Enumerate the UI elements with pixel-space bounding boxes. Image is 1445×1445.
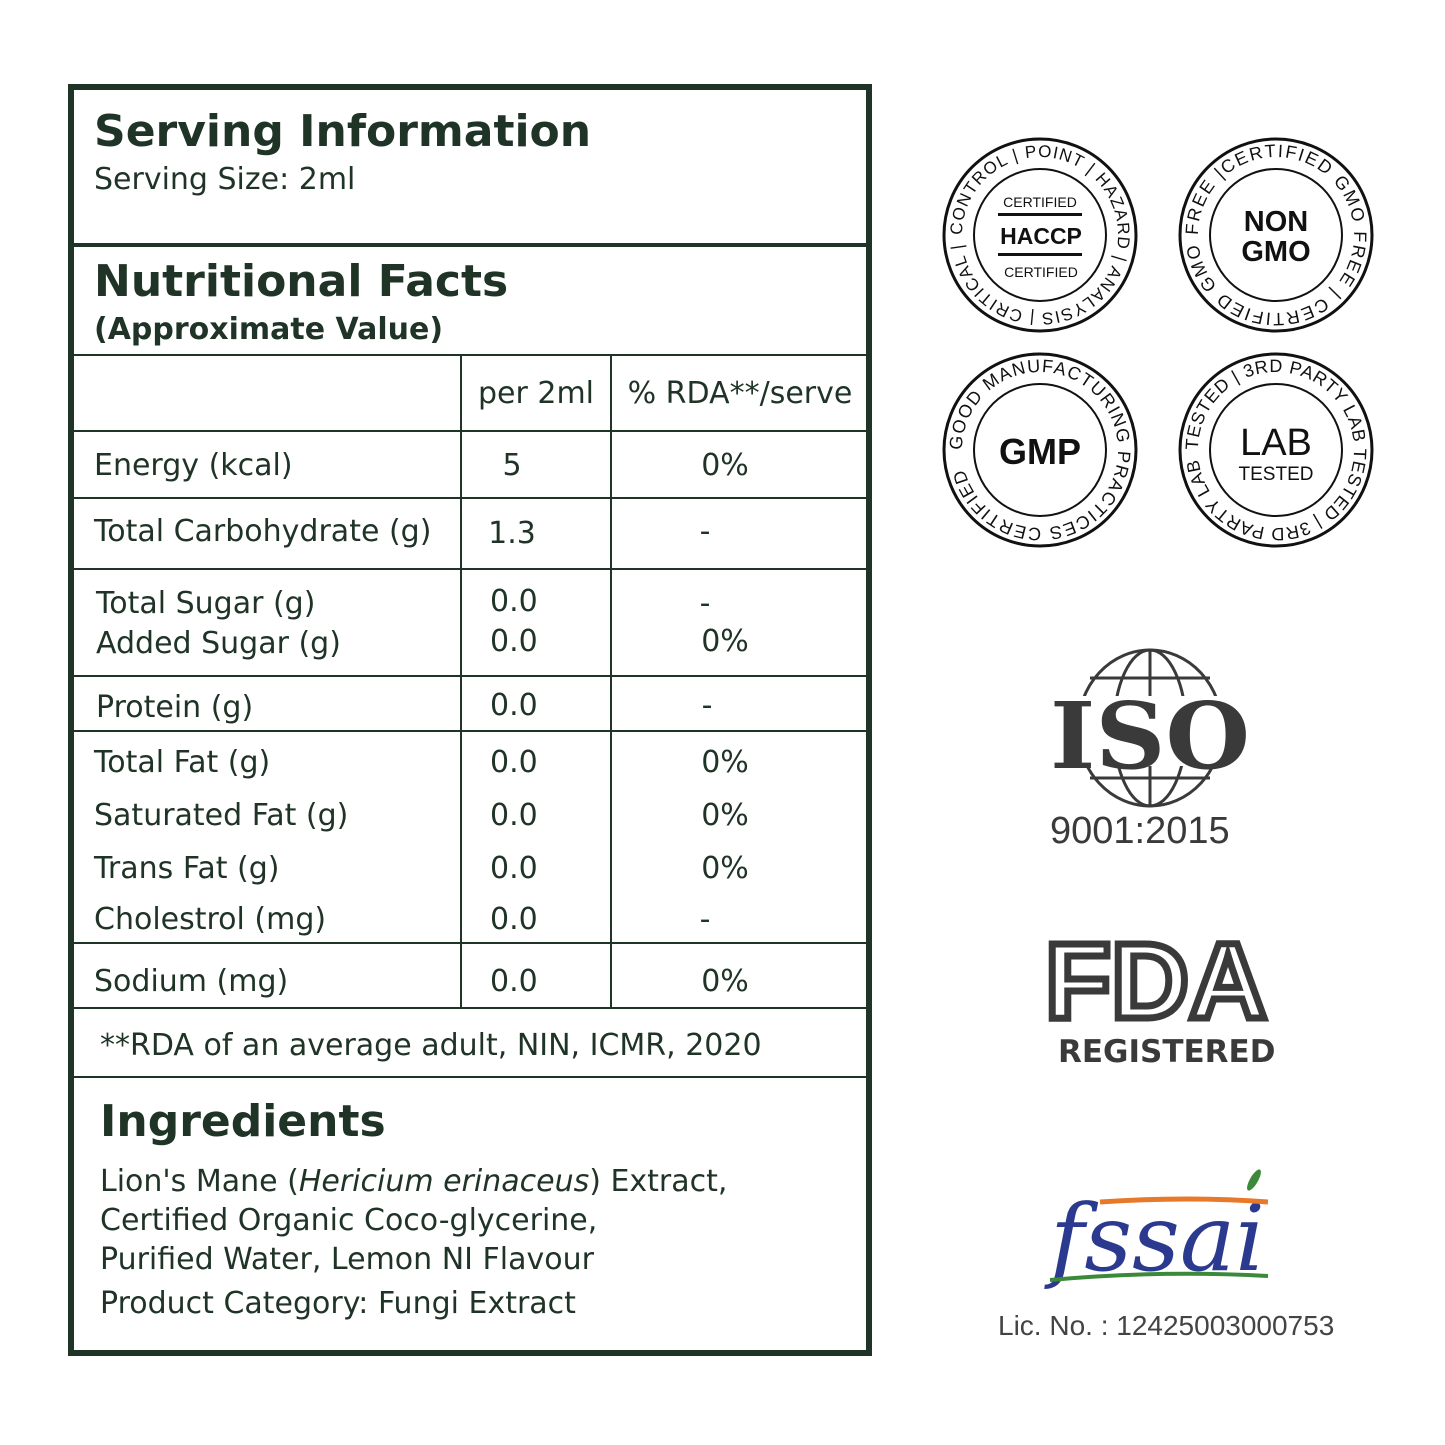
divider	[74, 1007, 866, 1009]
header-per-serving: per 2ml	[477, 376, 594, 411]
fda-logo: FDA	[1045, 930, 1270, 1025]
nutrient-rda: 0%	[701, 851, 749, 886]
nutrient-rda: 0%	[701, 745, 749, 780]
non-text: NON	[1244, 206, 1308, 238]
nutrient-name: Saturated Fat (g)	[94, 798, 349, 833]
iso-standard: 9001:2015	[1050, 810, 1230, 852]
fssai-logo: fssai	[1044, 1169, 1269, 1290]
gmp-badge: GOOD MANUFACTURING PRACTICES CERTIFIED G…	[942, 352, 1138, 548]
nutrition-panel: Serving Information Serving Size: 2ml Nu…	[68, 84, 872, 1356]
facts-title: Nutritional Facts	[94, 256, 509, 307]
nutrient-name: Cholestrol (mg)	[94, 902, 327, 937]
divider	[74, 730, 866, 732]
nutrient-name: Trans Fat (g)	[94, 851, 280, 886]
gmo-text: GMO	[1241, 236, 1310, 268]
column-divider	[460, 354, 462, 1007]
nutrient-rda: 0%	[701, 624, 749, 659]
facts-subtitle: (Approximate Value)	[94, 312, 444, 347]
header-rda: % RDA**/serve	[627, 376, 853, 411]
haccp-main-text: HACCP	[1000, 223, 1082, 249]
nutrient-rda: -	[699, 902, 711, 937]
haccp-badge: CONTROL | POINT | HAZARD | ANALYSIS | CR…	[942, 137, 1138, 333]
serving-title: Serving Information	[94, 106, 592, 157]
fda-registered: REGISTERED	[1058, 1034, 1276, 1070]
lab-text: LAB	[1240, 422, 1312, 464]
non-gmo-badge: FREE |CERTIFIED GMO FREE | CERTIFIED GMO…	[1178, 137, 1374, 333]
tested-text: TESTED	[1239, 464, 1314, 485]
nutrient-value: 1.3	[488, 516, 536, 551]
divider	[74, 243, 866, 247]
ingredient-latin-name: Hericium erinaceus	[298, 1164, 590, 1199]
nutrient-name: Energy (kcal)	[94, 448, 293, 483]
ingredients-line-2: Certified Organic Coco-glycerine,	[100, 1203, 598, 1238]
leaf-icon	[1247, 1169, 1261, 1191]
divider	[74, 497, 866, 499]
nutrient-value: 0.0	[490, 624, 538, 659]
nutrient-value: 0.0	[490, 902, 538, 937]
serving-size: Serving Size: 2ml	[94, 162, 356, 197]
rda-footnote: **RDA of an average adult, NIN, ICMR, 20…	[100, 1028, 762, 1063]
nutrient-value: 0.0	[490, 964, 538, 999]
haccp-bottom-text: CERTIFIED	[1004, 264, 1078, 280]
nutrient-rda: 0%	[701, 964, 749, 999]
nutrient-name: Sodium (mg)	[94, 964, 289, 999]
nutrient-rda: -	[699, 586, 711, 621]
ingredients-line-1: Lion's Mane (Hericium erinaceus) Extract…	[100, 1164, 727, 1199]
nutrient-value: 0.0	[490, 688, 538, 723]
fssai-license: Lic. No. : 12425003000753	[998, 1310, 1335, 1341]
fda-text: FDA	[1045, 930, 1267, 1025]
nutrient-value: 0.0	[490, 584, 538, 619]
ingredient-text: Lion's Mane (	[100, 1164, 299, 1199]
nutrient-rda: -	[699, 514, 711, 549]
haccp-top-text: CERTIFIED	[1003, 194, 1077, 210]
ingredients-title: Ingredients	[100, 1096, 386, 1147]
ingredients-line-3: Purified Water, Lemon NI Flavour	[100, 1242, 594, 1277]
product-category: Product Category: Fungi Extract	[100, 1286, 576, 1321]
nutrient-value: 0.0	[490, 745, 538, 780]
divider	[74, 354, 866, 356]
divider	[74, 675, 866, 677]
gmp-text: GMP	[999, 431, 1081, 472]
nutrient-name: Total Fat (g)	[94, 745, 271, 780]
lab-tested-badge: TESTED | 3RD PARTY LAB TESTED | 3RD PART…	[1178, 352, 1374, 548]
divider	[74, 1076, 866, 1078]
ingredient-text: ) Extract,	[589, 1164, 728, 1199]
divider	[74, 430, 866, 432]
iso-logo: ISO	[1050, 648, 1250, 808]
nutrient-name: Total Sugar (g)	[96, 586, 316, 621]
nutrient-rda: 0%	[701, 798, 749, 833]
nutrient-rda: 0%	[701, 448, 749, 483]
nutrient-name: Added Sugar (g)	[96, 626, 341, 661]
nutrient-rda: -	[701, 688, 713, 723]
divider	[74, 942, 866, 944]
iso-text: ISO	[1050, 682, 1250, 790]
nutrient-value: 0.0	[490, 851, 538, 886]
nutrient-name: Protein (g)	[96, 690, 254, 725]
nutrient-value: 5	[502, 448, 522, 483]
nutrient-value: 0.0	[490, 798, 538, 833]
column-divider	[610, 354, 612, 1007]
divider	[74, 568, 866, 570]
nutrient-name: Total Carbohydrate (g)	[94, 514, 432, 549]
